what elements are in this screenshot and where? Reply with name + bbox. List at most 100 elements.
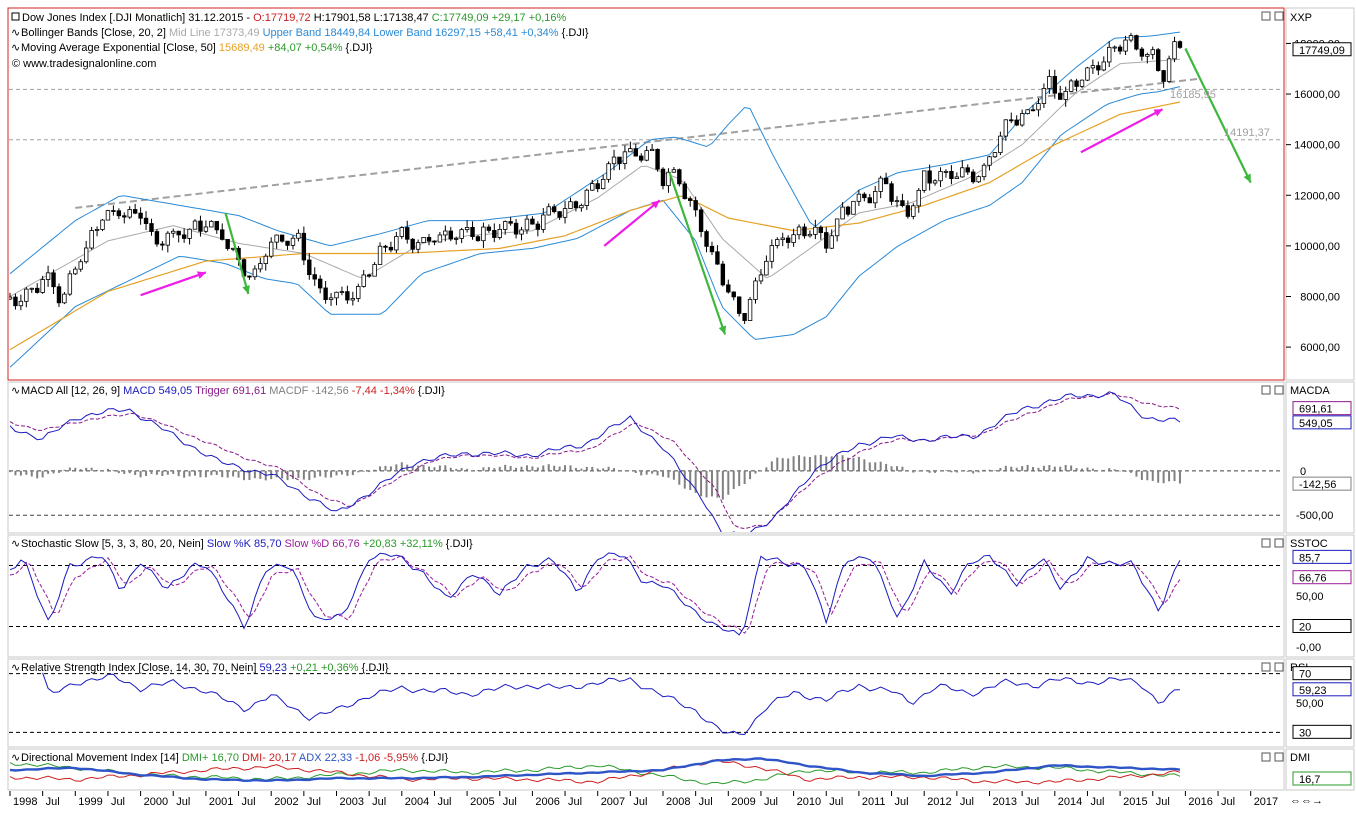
candle-body xyxy=(644,150,649,161)
candle-body xyxy=(764,260,769,276)
candle-body xyxy=(1145,54,1150,57)
candle xyxy=(160,241,165,251)
rsi-30-box-text: 30 xyxy=(1299,727,1311,739)
candle xyxy=(938,167,943,187)
candle xyxy=(954,172,960,179)
candle xyxy=(1096,61,1101,76)
candle-body xyxy=(1074,80,1079,87)
rsi-header: Relative Strength Index [Close, 14, 30, … xyxy=(21,662,389,674)
candle-body xyxy=(949,171,954,179)
candle-body xyxy=(317,278,323,289)
candle-body xyxy=(111,210,116,212)
candle-body xyxy=(639,155,644,161)
close-button[interactable] xyxy=(1274,11,1284,21)
panel-price: Dow Jones Index [.DJI Monatlich] 31.12.2… xyxy=(7,7,1355,381)
header-segment: DMI+ 16,70 xyxy=(182,752,242,764)
candle xyxy=(29,287,34,293)
candle xyxy=(421,236,426,244)
header-segment: MACD All [12, 26, 9] xyxy=(21,385,123,397)
candle xyxy=(127,206,132,220)
candle-body xyxy=(356,286,361,299)
panel-rsi: ∿ Relative Strength Index [Close, 14, 30,… xyxy=(7,658,1355,748)
time-label: 2013 xyxy=(993,796,1017,808)
candle-body xyxy=(1036,103,1041,111)
candle-body xyxy=(73,268,78,275)
candle-body xyxy=(731,291,736,298)
trigger-value-box-text: 691,61 xyxy=(1299,404,1333,416)
candle-body xyxy=(541,214,546,230)
close-button[interactable] xyxy=(1274,385,1284,395)
close-button[interactable] xyxy=(1274,662,1284,672)
candle-body xyxy=(889,183,894,202)
candle xyxy=(481,222,486,248)
ema-line xyxy=(9,101,1181,351)
candle xyxy=(1123,35,1128,56)
header-segment: 59,23 xyxy=(259,662,290,674)
candle-body xyxy=(443,230,448,236)
restore-button[interactable] xyxy=(1261,538,1271,548)
candle xyxy=(459,227,464,244)
time-label: Jul xyxy=(960,796,974,808)
candle xyxy=(780,232,785,247)
candle-body xyxy=(263,255,268,264)
plot-area-price[interactable] xyxy=(7,7,1285,381)
rsi-30-box: 30 xyxy=(1292,724,1352,739)
candle-body xyxy=(1112,46,1117,49)
candle xyxy=(105,209,111,221)
indicator-icon: ∿ xyxy=(11,538,20,550)
candle-body xyxy=(475,236,481,242)
candle-body xyxy=(862,193,867,199)
candle xyxy=(192,219,198,230)
stoch-legend: ∿ Stochastic Slow [5, 3, 3, 80, 20, Nein]… xyxy=(11,538,473,550)
candle-body xyxy=(807,233,813,237)
candle xyxy=(845,205,851,217)
close-button[interactable] xyxy=(1274,538,1284,548)
candle xyxy=(301,226,307,266)
candle-body xyxy=(486,226,492,231)
candle xyxy=(976,175,981,183)
candle xyxy=(628,141,633,153)
candle-body xyxy=(595,183,600,190)
candle-body xyxy=(824,232,829,249)
candle xyxy=(655,148,660,172)
green-arrow xyxy=(224,212,250,295)
restore-button[interactable] xyxy=(1261,385,1271,395)
candle-body xyxy=(100,219,105,230)
candle-body xyxy=(56,286,62,304)
candle xyxy=(1134,34,1139,51)
restore-button[interactable] xyxy=(1261,752,1271,762)
candle-body xyxy=(535,223,541,230)
candle xyxy=(546,203,551,216)
header-segment: C:17749,09 +29,17 +0,16% xyxy=(432,12,567,24)
candle xyxy=(258,257,263,273)
candle-body xyxy=(89,230,94,249)
upper-band-line xyxy=(9,31,1181,275)
close-button[interactable] xyxy=(1274,752,1284,762)
candle-body xyxy=(149,223,154,232)
candle xyxy=(1079,79,1085,89)
time-label: 2005 xyxy=(470,796,494,808)
plot-area-macd[interactable] xyxy=(7,381,1285,534)
green-arrow-shaft xyxy=(224,212,250,295)
time-label: 2008 xyxy=(666,796,690,808)
candle-body xyxy=(1063,91,1068,100)
candle xyxy=(889,181,894,206)
candle xyxy=(45,265,51,287)
green-arrow-head xyxy=(242,285,250,294)
candle xyxy=(970,169,976,184)
candle xyxy=(1009,112,1014,124)
candle xyxy=(824,227,829,254)
plot-area-dmi[interactable] xyxy=(7,748,1285,791)
restore-button[interactable] xyxy=(1261,662,1271,672)
header-segment: +84,07 +0,54% xyxy=(268,42,346,54)
candle xyxy=(1101,56,1106,72)
candle xyxy=(361,269,366,288)
candle xyxy=(666,168,671,193)
plot-area-stoch[interactable] xyxy=(7,534,1285,658)
series-toggle-icon[interactable] xyxy=(11,12,20,21)
candle-body xyxy=(1177,41,1183,48)
candle-body xyxy=(557,211,562,218)
restore-button[interactable] xyxy=(1261,11,1271,21)
axis-name: SSTOC xyxy=(1290,538,1328,550)
